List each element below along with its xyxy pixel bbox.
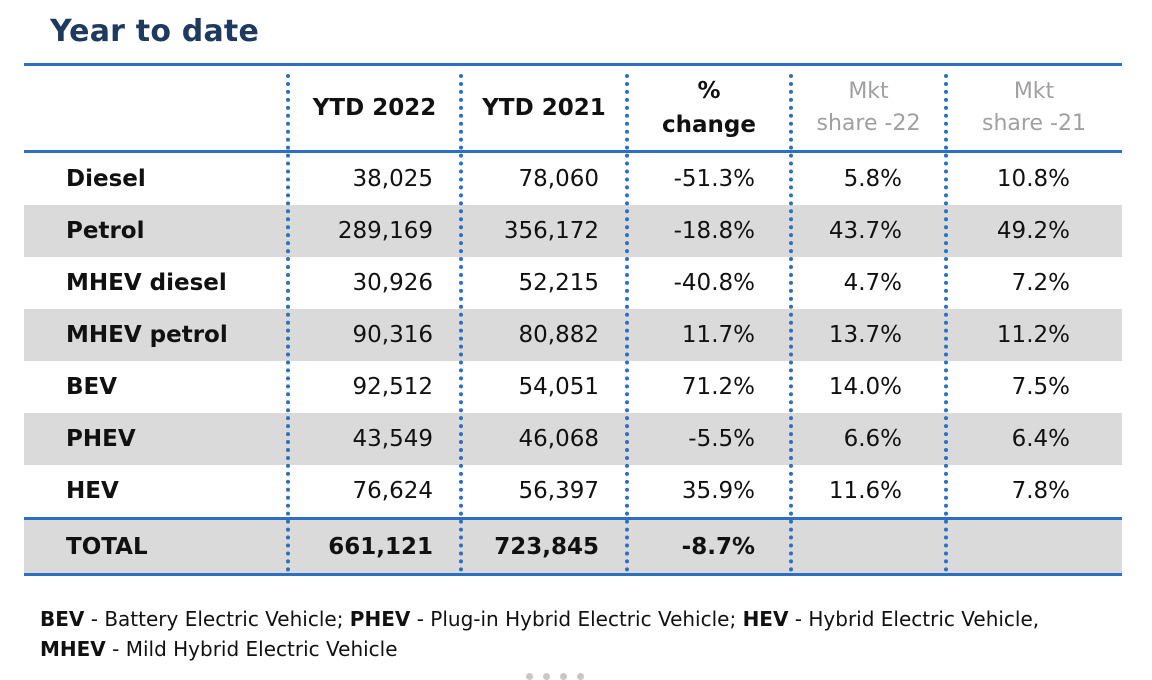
cell-change: 11.7% xyxy=(681,322,755,348)
cell-ytd-2021: 78,060 xyxy=(518,166,599,192)
header-change-line1: % xyxy=(697,78,721,104)
cell-ytd-2021: 56,397 xyxy=(518,478,599,504)
row-label: PHEV xyxy=(66,426,136,452)
cell-ytd-2022: 76,624 xyxy=(352,478,433,504)
footnote-mhev-text: - Mild Hybrid Electric Vehicle xyxy=(105,637,398,661)
table-row: Diesel 38,025 78,060 -51.3% 5.8% 10.8% xyxy=(24,153,1122,205)
cell-ytd-2022: 289,169 xyxy=(337,218,433,244)
cell-share-22: 13.7% xyxy=(828,322,902,348)
header-share-21-line1: Mkt xyxy=(1013,79,1055,104)
footnote-phev-text: - Plug-in Hybrid Electric Vehicle; xyxy=(410,607,743,631)
cell-change: 35.9% xyxy=(681,478,755,504)
total-ytd-2021: 723,845 xyxy=(494,533,599,560)
footnote-hev-text: - Hybrid Electric Vehicle, xyxy=(788,607,1040,631)
table-row: BEV 92,512 54,051 71.2% 14.0% 7.5% xyxy=(24,361,1122,413)
column-divider xyxy=(459,74,463,572)
footnote-bev-abbr: BEV xyxy=(40,607,85,631)
header-ytd-2021: YTD 2021 xyxy=(482,95,606,121)
pagination-dot[interactable] xyxy=(526,673,533,680)
cell-share-21: 7.2% xyxy=(1011,270,1070,296)
cell-share-21: 49.2% xyxy=(996,218,1070,244)
cell-share-22: 4.7% xyxy=(843,270,902,296)
row-label: MHEV petrol xyxy=(66,322,228,348)
cell-share-22: 43.7% xyxy=(828,218,902,244)
cell-ytd-2021: 356,172 xyxy=(503,218,599,244)
table-row: HEV 76,624 56,397 35.9% 11.6% 7.8% xyxy=(24,465,1122,517)
table-header: YTD 2022 YTD 2021 % change Mkt share -22… xyxy=(24,66,1122,153)
footnote-hev-abbr: HEV xyxy=(742,607,789,631)
row-label: MHEV diesel xyxy=(66,270,227,296)
pagination-dot[interactable] xyxy=(577,673,584,680)
header-fuel xyxy=(24,66,288,150)
row-label: Diesel xyxy=(66,166,146,192)
cell-share-21: 7.5% xyxy=(1011,374,1070,400)
cell-ytd-2022: 38,025 xyxy=(352,166,433,192)
cell-change: 71.2% xyxy=(681,374,755,400)
cell-share-21: 10.8% xyxy=(996,166,1070,192)
pagination-dot[interactable] xyxy=(543,673,550,680)
page-title: Year to date xyxy=(50,14,260,49)
total-label: TOTAL xyxy=(66,533,148,560)
table-row: MHEV petrol 90,316 80,882 11.7% 13.7% 11… xyxy=(24,309,1122,361)
cell-ytd-2021: 54,051 xyxy=(518,374,599,400)
cell-ytd-2021: 80,882 xyxy=(518,322,599,348)
total-row: TOTAL 661,121 723,845 -8.7% xyxy=(24,517,1122,573)
column-divider xyxy=(286,74,290,572)
cell-change: -18.8% xyxy=(673,218,755,244)
column-divider xyxy=(944,74,948,572)
cell-ytd-2022: 43,549 xyxy=(352,426,433,452)
footnote-bev-text: - Battery Electric Vehicle; xyxy=(84,607,350,631)
row-label: HEV xyxy=(66,478,119,504)
cell-ytd-2021: 46,068 xyxy=(518,426,599,452)
header-ytd-2022: YTD 2022 xyxy=(312,95,437,121)
cell-ytd-2022: 90,316 xyxy=(352,322,433,348)
footnote: BEV - Battery Electric Vehicle; PHEV - P… xyxy=(40,604,1039,664)
cell-change: -5.5% xyxy=(688,426,755,452)
cell-share-22: 5.8% xyxy=(843,166,902,192)
column-divider xyxy=(625,74,629,572)
cell-share-22: 14.0% xyxy=(828,374,902,400)
total-share-21 xyxy=(946,520,1122,573)
table-row: PHEV 43,549 46,068 -5.5% 6.6% 6.4% xyxy=(24,413,1122,465)
table-row: MHEV diesel 30,926 52,215 -40.8% 4.7% 7.… xyxy=(24,257,1122,309)
cell-share-21: 11.2% xyxy=(996,322,1070,348)
row-label: Petrol xyxy=(66,218,145,244)
table-row: Petrol 289,169 356,172 -18.8% 43.7% 49.2… xyxy=(24,205,1122,257)
footnote-line-1: BEV - Battery Electric Vehicle; PHEV - P… xyxy=(40,604,1039,634)
cell-ytd-2021: 52,215 xyxy=(518,270,599,296)
column-divider xyxy=(789,74,793,572)
header-change: % change xyxy=(627,66,791,150)
pagination-dots xyxy=(526,673,584,680)
header-share-22: Mkt share -22 xyxy=(791,66,946,150)
row-label: BEV xyxy=(66,374,118,400)
header-change-line2: change xyxy=(662,112,756,138)
cell-share-22: 11.6% xyxy=(828,478,902,504)
total-change: -8.7% xyxy=(681,533,755,560)
cell-change: -40.8% xyxy=(673,270,755,296)
cell-ytd-2022: 92,512 xyxy=(352,374,433,400)
footnote-line-2: MHEV - Mild Hybrid Electric Vehicle xyxy=(40,634,1039,664)
header-share-21: Mkt share -21 xyxy=(946,66,1122,150)
header-share-22-line1: Mkt xyxy=(848,79,889,104)
cell-share-22: 6.6% xyxy=(843,426,902,452)
pagination-dot[interactable] xyxy=(560,673,567,680)
sales-table: YTD 2022 YTD 2021 % change Mkt share -22… xyxy=(24,63,1122,576)
cell-share-21: 6.4% xyxy=(1011,426,1070,452)
cell-change: -51.3% xyxy=(673,166,755,192)
header-share-21-line2: share -21 xyxy=(982,111,1086,136)
total-ytd-2022: 661,121 xyxy=(328,533,433,560)
footnote-mhev-abbr: MHEV xyxy=(40,637,106,661)
cell-ytd-2022: 30,926 xyxy=(352,270,433,296)
footnote-phev-abbr: PHEV xyxy=(349,607,411,631)
cell-share-21: 7.8% xyxy=(1011,478,1070,504)
total-share-22 xyxy=(791,520,946,573)
header-share-22-line2: share -22 xyxy=(816,111,921,136)
